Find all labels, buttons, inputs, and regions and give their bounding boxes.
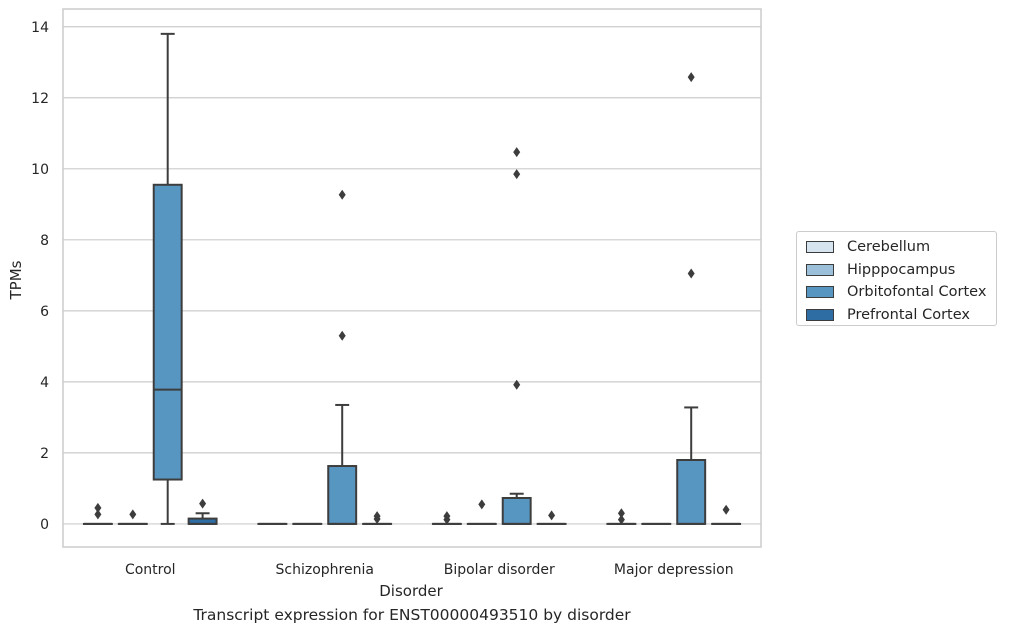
box-group (606, 508, 637, 525)
box-group (536, 510, 567, 525)
legend-item: Orbitofontal Cortex (806, 281, 996, 304)
legend-item: Hipppocampus (806, 259, 996, 282)
box-group (82, 502, 113, 525)
legend-swatch (806, 263, 834, 276)
x-tick-label: Schizophrenia (276, 562, 374, 578)
x-tick-labels: Control Schizophrenia Bipolar disorder Majo… (125, 562, 734, 578)
outlier-point (513, 147, 521, 158)
x-tick-label: Control (125, 562, 176, 578)
outlier-point (478, 499, 486, 510)
legend: Cerebellum Hipppocampus Orbitofontal Corte… (796, 231, 997, 326)
outlier-point (617, 514, 625, 525)
box-group (152, 32, 183, 525)
y-tick-label: 10 (31, 162, 49, 178)
outlier-point (199, 498, 207, 509)
outlier-point (94, 502, 102, 513)
outlier-point (722, 504, 730, 515)
y-tick-label: 12 (31, 91, 49, 107)
box (501, 496, 532, 525)
y-tick-label: 8 (40, 233, 49, 249)
box-group (327, 189, 358, 525)
box-group (117, 509, 148, 525)
box (676, 458, 707, 525)
legend-label: Prefrontal Cortex (847, 307, 970, 324)
box-group (501, 147, 532, 525)
x-tick-label: Major depression (614, 562, 734, 578)
outlier-point (687, 268, 695, 279)
outlier-point (513, 379, 521, 390)
chart-caption: Transcript expression for ENST0000049351… (193, 606, 631, 624)
outlier-point (548, 510, 556, 521)
outlier-point (513, 169, 521, 180)
outlier-point (338, 189, 346, 200)
outlier-point (338, 330, 346, 341)
legend-swatch (806, 309, 834, 322)
box-group (362, 511, 393, 525)
y-tick-label: 0 (40, 517, 49, 533)
y-tick-label: 6 (40, 304, 49, 320)
legend-label: Orbitofontal Cortex (847, 284, 987, 301)
box (327, 465, 358, 525)
y-tick-label: 2 (40, 446, 49, 462)
y-axis-label: TPMs (7, 260, 25, 300)
legend-swatch (806, 286, 834, 299)
outlier-point (443, 511, 451, 522)
legend-label: Hipppocampus (847, 261, 956, 278)
outlier-point (94, 509, 102, 520)
plot-frame (62, 8, 762, 548)
outlier-point (129, 509, 137, 520)
outlier-point (687, 72, 695, 83)
outlier-point (617, 508, 625, 519)
legend-item: Cerebellum (806, 236, 996, 259)
box (152, 183, 183, 481)
outlier-point (373, 511, 381, 522)
box-group (466, 499, 497, 525)
box-group (431, 511, 462, 525)
y-tick-label: 4 (40, 375, 49, 391)
legend-item: Prefrontal Cortex (806, 304, 996, 327)
legend-label: Cerebellum (847, 239, 931, 256)
box-group (711, 504, 742, 525)
box-group (676, 72, 707, 525)
box-marks (82, 32, 742, 525)
legend-swatch (806, 241, 834, 254)
y-tick-label: 14 (31, 20, 49, 36)
x-tick-label: Bipolar disorder (444, 562, 555, 578)
x-axis-label: Disorder (379, 582, 443, 600)
y-tick-labels: 0 2 4 6 8 10 12 14 (31, 20, 49, 533)
box-group (187, 498, 218, 525)
